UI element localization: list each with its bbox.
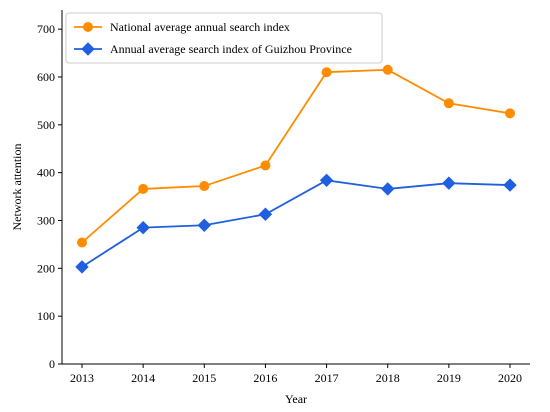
circle-point [77,237,87,248]
y-tick-label: 500 [37,118,55,132]
x-tick-label: 2015 [192,371,216,385]
y-axis-label: Network attention [10,144,24,231]
series-1 [77,64,515,248]
y-tick-label: 200 [37,261,55,275]
diamond-point [319,173,334,188]
y-tick-label: 400 [37,166,55,180]
circle-point [443,98,454,109]
x-tick-label: 2013 [70,371,94,385]
x-tick-label: 2020 [498,371,522,385]
circle-point [382,64,393,75]
legend-entry: Annual average search index of Guizhou P… [110,42,352,56]
diamond-point [258,207,273,221]
series-2 [75,173,517,274]
circle-point [505,108,515,119]
x-axis-label: Year [285,392,307,406]
y-tick-label: 100 [37,309,55,323]
legend-entry: National average annual search index [110,20,290,34]
y-tick-label: 0 [49,357,55,371]
chart-series [75,64,517,274]
y-tick-label: 300 [37,213,55,227]
circle-point [138,183,149,194]
x-tick-label: 2018 [376,371,400,385]
y-tick-label: 700 [37,22,55,36]
diamond-point [503,178,517,192]
legend-box [65,12,383,64]
x-tick-label: 2016 [253,371,277,385]
diamond-point [442,176,456,190]
legend-swatch-marker [83,22,93,32]
chart-legend: National average annual search index Annu… [65,12,383,64]
x-tick-label: 2019 [437,371,461,385]
legend-swatch-marker [81,42,95,56]
x-tick-label: 2017 [315,371,339,385]
circle-point [199,181,210,192]
diamond-point [381,182,395,196]
diamond-point [197,218,211,232]
series-line [81,179,511,268]
x-tick-label: 2014 [131,371,155,385]
diamond-point [136,220,150,235]
circle-point [321,67,332,78]
y-tick-label: 600 [37,70,55,84]
chart-axes: 0 100 200 300 400 500 600 700 2013 2014 2015 2016 20… [37,10,530,385]
diamond-point [75,260,89,274]
circle-point [260,160,271,171]
series-line [81,68,511,244]
